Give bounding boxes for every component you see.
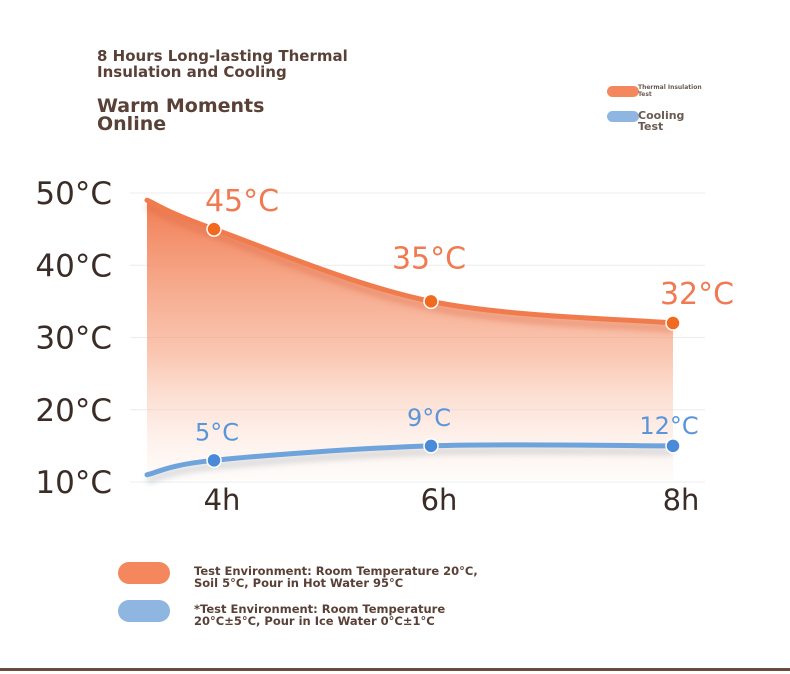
y-axis-ticks: 50°C 40°C 30°C 20°C 10°C: [35, 176, 112, 501]
mini-legend-warm-swatch: [607, 86, 639, 97]
y-tick-label: 20°C: [35, 393, 112, 429]
warm-line-shadow: [145, 203, 674, 333]
bottom-divider: [0, 668, 790, 671]
x-tick-label: 8h: [663, 483, 700, 517]
cool-data-point: [665, 438, 681, 454]
warm-data-label: 35°C: [392, 241, 466, 276]
area-layer: [147, 200, 673, 480]
cool-data-label: 12°C: [639, 412, 698, 440]
cool-line-shadow: [146, 447, 674, 485]
x-tick-label: 6h: [421, 483, 458, 517]
warm-data-point: [665, 315, 681, 331]
y-tick-label: 50°C: [35, 176, 112, 212]
cool-data-point: [423, 438, 439, 454]
warm-area-fill: [147, 200, 673, 480]
point-layer: [206, 221, 681, 469]
y-tick-label: 30°C: [35, 321, 112, 357]
cool-data-label: 9°C: [407, 404, 451, 432]
bottom-legend: Test Environment: Room Temperature 20°C,…: [118, 556, 698, 636]
warm-data-label: 32°C: [660, 277, 734, 312]
warm-data-label: 45°C: [205, 184, 279, 219]
y-tick-label: 40°C: [35, 248, 112, 284]
data-label-layer: 45°C 35°C 32°C 5°C 9°C 12°C: [195, 184, 734, 446]
legend-warm-swatch: [118, 562, 170, 584]
cool-series-line: [144, 442, 676, 478]
mini-legend: Thermal Insulation Test Cooling Test: [607, 82, 717, 134]
mini-legend-cool-label: Cooling Test: [638, 109, 685, 133]
temperature-chart: 45°C 35°C 32°C 5°C 9°C 12°C 50°C 40°C 30°C 20°C 1…: [35, 176, 734, 517]
warm-data-point: [206, 221, 222, 237]
legend-cool-text: *Test Environment: Room Temperature 20°C…: [194, 602, 446, 628]
chart-title: 8 Hours Long-lasting Thermal Insulation …: [97, 47, 348, 81]
warm-data-point: [423, 293, 439, 310]
line-layer: [144, 197, 676, 485]
legend-warm-text: Test Environment: Room Temperature 20°C,…: [194, 564, 478, 590]
mini-legend-cool-swatch: [607, 111, 639, 122]
cool-data-point: [206, 452, 222, 469]
mini-legend-warm-label: Thermal Insulation Test: [638, 84, 702, 98]
y-tick-label: 10°C: [35, 465, 112, 501]
x-axis-ticks: 4h 6h 8h: [204, 483, 700, 517]
warm-series-line: [144, 197, 676, 326]
x-tick-label: 4h: [204, 483, 241, 517]
chart-subtitle: Warm Moments Online: [97, 95, 265, 135]
legend-cool-swatch: [118, 600, 170, 622]
cool-data-label: 5°C: [195, 418, 239, 446]
